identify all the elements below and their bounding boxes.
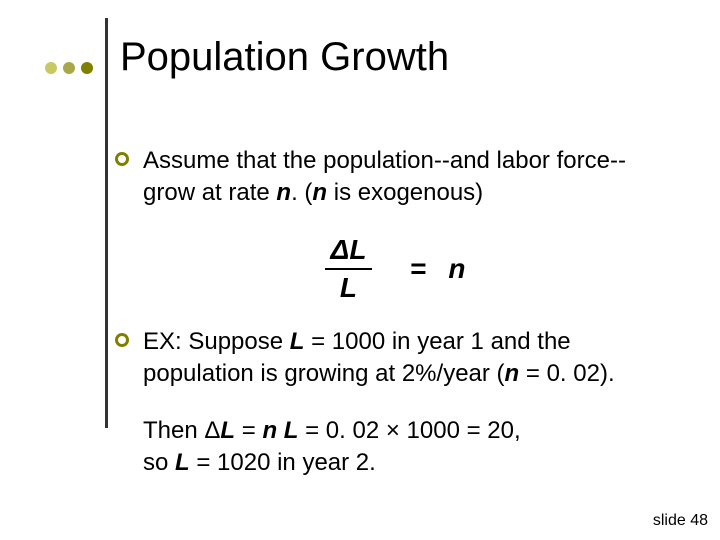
bullet-item: Assume that the population--and labor fo… — [115, 145, 675, 210]
bullet-text: EX: Suppose L = 1000 in year 1 and the p… — [143, 326, 675, 391]
then-line-1: Then ΔL = n L = 0. 02 × 1000 = 20, — [143, 415, 675, 447]
decor-bullet-3 — [81, 62, 93, 74]
bullet-text: Assume that the population--and labor fo… — [143, 145, 675, 210]
slide-title: Population Growth — [120, 35, 449, 80]
equation-rhs: n — [448, 253, 465, 284]
slide-body: Assume that the population--and labor fo… — [115, 145, 675, 479]
then-block: Then ΔL = n L = 0. 02 × 1000 = 20, so L … — [143, 415, 675, 480]
title-decor-bullets — [45, 62, 93, 74]
bullet-icon — [115, 152, 129, 166]
then-line-2: so L = 1020 in year 2. — [143, 447, 675, 479]
bullet-item: EX: Suppose L = 1000 in year 1 and the p… — [115, 326, 675, 391]
decor-bullet-1 — [45, 62, 57, 74]
slide-number: slide 48 — [653, 512, 708, 530]
equation-equals: = — [410, 253, 426, 284]
title-vertical-rule — [105, 18, 108, 428]
decor-bullet-2 — [63, 62, 75, 74]
equation-fraction: ΔL L — [325, 234, 373, 304]
bullet-icon — [115, 333, 129, 347]
equation: ΔL L = n — [115, 234, 675, 304]
